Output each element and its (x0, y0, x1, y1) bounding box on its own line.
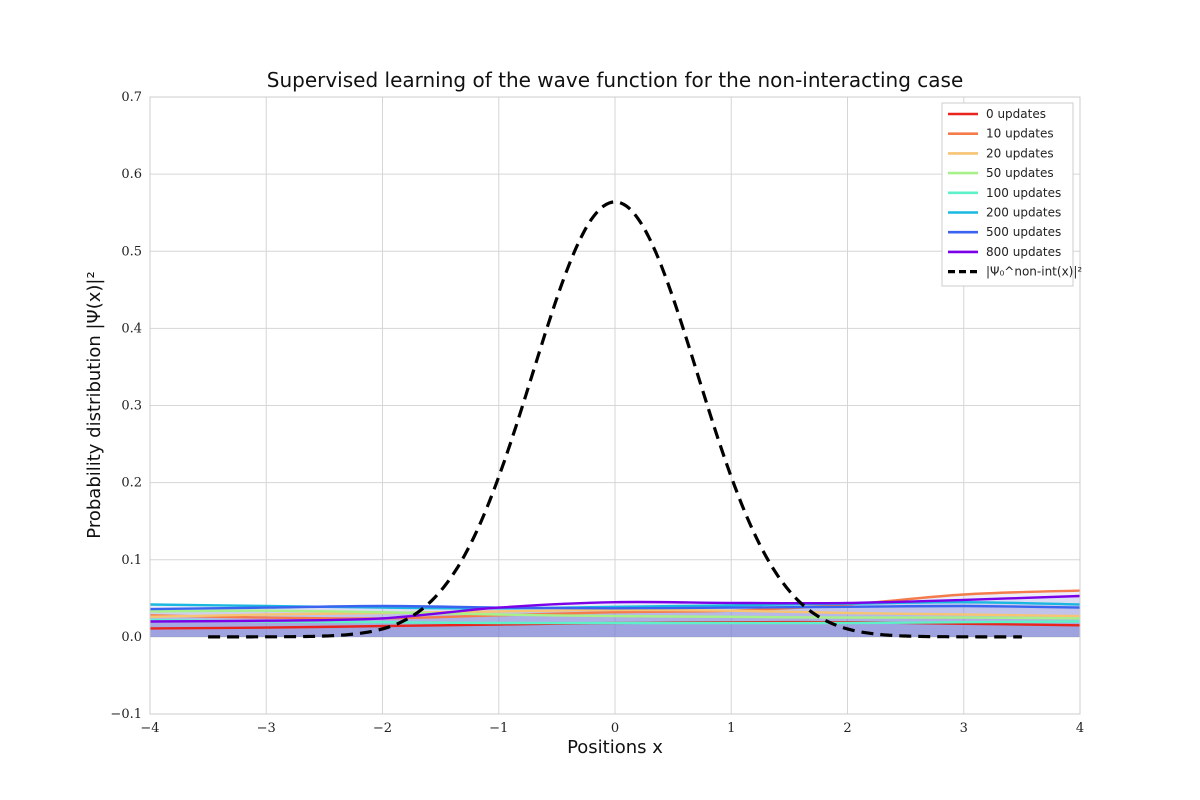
reference-line (208, 200, 1022, 639)
x-axis-label: Positions x (567, 737, 663, 758)
reference-curve (208, 200, 1022, 639)
x-tick-label: 0 (611, 721, 619, 736)
y-tick-label: 0.7 (121, 90, 142, 105)
y-tick-label: 0.2 (121, 476, 142, 491)
x-tick-label: −4 (140, 721, 159, 736)
series-line (149, 608, 1081, 618)
series-fill (150, 622, 1080, 637)
plot-frame (149, 96, 1081, 715)
series-line (149, 618, 1081, 625)
x-tick-label: 4 (1076, 721, 1084, 736)
x-tick-label: 3 (960, 721, 968, 736)
legend-label: 0 updates (986, 107, 1046, 121)
y-tick-labels: −0.1 0.0 0.1 0.2 0.3 0.4 0.5 0.6 0.7 (110, 90, 142, 722)
y-tick-label: 0.5 (121, 244, 142, 259)
x-tick-label: −1 (489, 721, 508, 736)
legend-label: 50 updates (986, 166, 1054, 180)
series-line (149, 604, 1081, 611)
y-axis-label: Probability distribution |Ψ(x)|² (84, 271, 105, 538)
x-tick-label: −3 (257, 721, 276, 736)
x-tick-label: −2 (373, 721, 392, 736)
y-tick-label: 0.1 (121, 553, 142, 568)
legend-label: 10 updates (986, 127, 1054, 141)
legend-label: 200 updates (986, 206, 1061, 220)
y-tick-label: 0.3 (121, 399, 142, 414)
y-tick-label: 0.6 (121, 167, 142, 182)
series-line (149, 594, 1081, 623)
chart-title: Supervised learning of the wave function… (267, 68, 964, 92)
series-lines (149, 589, 1081, 630)
y-tick-label: 0.0 (121, 630, 142, 645)
legend-label: 800 updates (986, 245, 1061, 259)
x-tick-label: 2 (843, 721, 851, 736)
legend-label: 100 updates (986, 186, 1061, 200)
series-line (149, 609, 1081, 620)
x-tick-label: 1 (727, 721, 735, 736)
legend-label: |Ψ₀^non-int(x)|² (986, 265, 1082, 279)
x-tick-labels: −4 −3 −2 −1 0 1 2 3 4 (140, 721, 1084, 736)
y-tick-label: −0.1 (110, 707, 142, 722)
legend-label: 20 updates (986, 146, 1054, 160)
legend-label: 500 updates (986, 225, 1061, 239)
y-tick-label: 0.4 (121, 321, 142, 336)
legend: 0 updates 10 updates 20 updates 50 updates 1… (941, 102, 1082, 287)
series-line (149, 589, 1081, 620)
grid (149, 96, 1081, 715)
